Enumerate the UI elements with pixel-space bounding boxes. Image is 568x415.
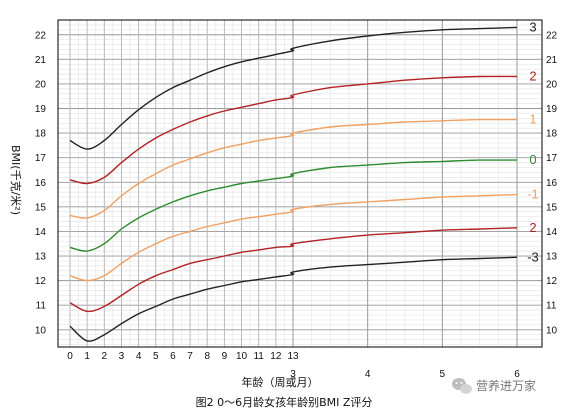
x-tick-label-week: 1 <box>84 351 90 362</box>
z-score-label: 2 <box>529 220 536 235</box>
x-tick-label-week: 11 <box>253 351 264 362</box>
z-score-label: 3 <box>529 19 536 34</box>
major-grid <box>58 20 542 347</box>
y-tick-label-left: 11 <box>36 301 47 312</box>
y-tick-labels-right: 10 11 12 13 14 15 16 17 18 19 20 21 22 <box>546 30 558 336</box>
x-tick-label-month: 4 <box>365 369 371 380</box>
y-tick-label-right: 19 <box>546 104 558 115</box>
x-tick-label-week: 9 <box>222 351 228 362</box>
series-layer <box>69 26 518 342</box>
y-tick-label-right: 14 <box>546 227 558 238</box>
y-tick-label-right: 17 <box>546 153 558 164</box>
x-tick-label-week: 10 <box>236 351 248 362</box>
y-tick-label-right: 12 <box>546 276 558 287</box>
y-tick-label-left: 20 <box>35 79 47 90</box>
x-tick-label-week: 6 <box>170 351 176 362</box>
watermark: 营养进万家 <box>452 378 536 394</box>
y-tick-label-left: 22 <box>35 30 47 41</box>
series-line-z-0 <box>69 159 518 252</box>
y-tick-label-left: 14 <box>35 227 47 238</box>
series-line-z--1 <box>69 193 518 282</box>
y-tick-label-left: 18 <box>35 129 47 140</box>
x-tick-label-week: 5 <box>153 351 159 362</box>
minor-grid <box>58 19 542 347</box>
y-tick-label-right: 16 <box>546 178 558 189</box>
z-score-label: 2 <box>529 69 536 84</box>
x-tick-label-month: 5 <box>440 369 446 380</box>
z-score-label: -3 <box>527 249 539 264</box>
x-tick-label-month: 3 <box>290 369 296 380</box>
z-score-label: -1 <box>527 187 539 202</box>
series-line-z-1 <box>69 118 518 219</box>
y-tick-label-right: 18 <box>546 129 558 140</box>
y-tick-label-left: 12 <box>35 276 47 287</box>
y-tick-label-left: 19 <box>35 104 47 115</box>
series-line-z--3 <box>69 256 518 342</box>
watermark-text: 营养进万家 <box>476 378 536 393</box>
x-tick-label-week: 4 <box>136 351 142 362</box>
y-tick-label-right: 20 <box>546 79 558 90</box>
y-tick-label-left: 21 <box>35 55 47 66</box>
y-tick-label-left: 10 <box>35 325 47 336</box>
x-tick-label-week: 7 <box>187 351 193 362</box>
plot-frame <box>57 19 543 348</box>
y-axis-title: BMI(千克/米²) <box>9 145 22 215</box>
y-tick-labels-left: 10 11 12 13 14 15 16 17 18 19 20 21 22 <box>35 30 47 336</box>
z-score-label: 1 <box>529 112 536 127</box>
figure-caption: 图2 0～6月龄女孩年龄别BMI Z评分 <box>196 395 373 409</box>
x-tick-label-week: 2 <box>102 351 108 362</box>
y-tick-label-right: 21 <box>546 55 558 66</box>
z-score-labels: 3 2 1 0 -1 2 -3 <box>527 19 539 264</box>
y-tick-label-right: 10 <box>546 325 558 336</box>
y-tick-label-left: 15 <box>35 202 47 213</box>
x-tick-label-week: 13 <box>287 351 299 362</box>
y-tick-label-left: 16 <box>35 178 47 189</box>
y-tick-label-right: 15 <box>546 202 558 213</box>
wechat-icon <box>452 378 472 394</box>
y-tick-label-right: 13 <box>546 252 558 263</box>
x-tick-label-month: 6 <box>514 369 520 380</box>
y-tick-label-right: 11 <box>546 301 557 312</box>
series-line-z-3 <box>69 26 518 150</box>
x-tick-label-week: 3 <box>119 351 125 362</box>
series-line-z-2 <box>69 227 518 313</box>
y-tick-label-left: 17 <box>35 153 47 164</box>
x-tick-label-week: 0 <box>67 351 73 362</box>
y-tick-label-right: 22 <box>546 30 558 41</box>
x-axis-title: 年龄（周或月） <box>242 375 319 389</box>
z-score-label: 0 <box>529 152 536 167</box>
y-tick-label-left: 13 <box>35 252 47 263</box>
x-tick-label-week: 8 <box>204 351 210 362</box>
x-tick-labels: 0 1 2 3 4 5 6 7 8 9 10 11 12 133 4 5 6 <box>67 351 520 380</box>
x-tick-label-week: 12 <box>270 351 282 362</box>
series-line-z-2 <box>69 75 518 185</box>
